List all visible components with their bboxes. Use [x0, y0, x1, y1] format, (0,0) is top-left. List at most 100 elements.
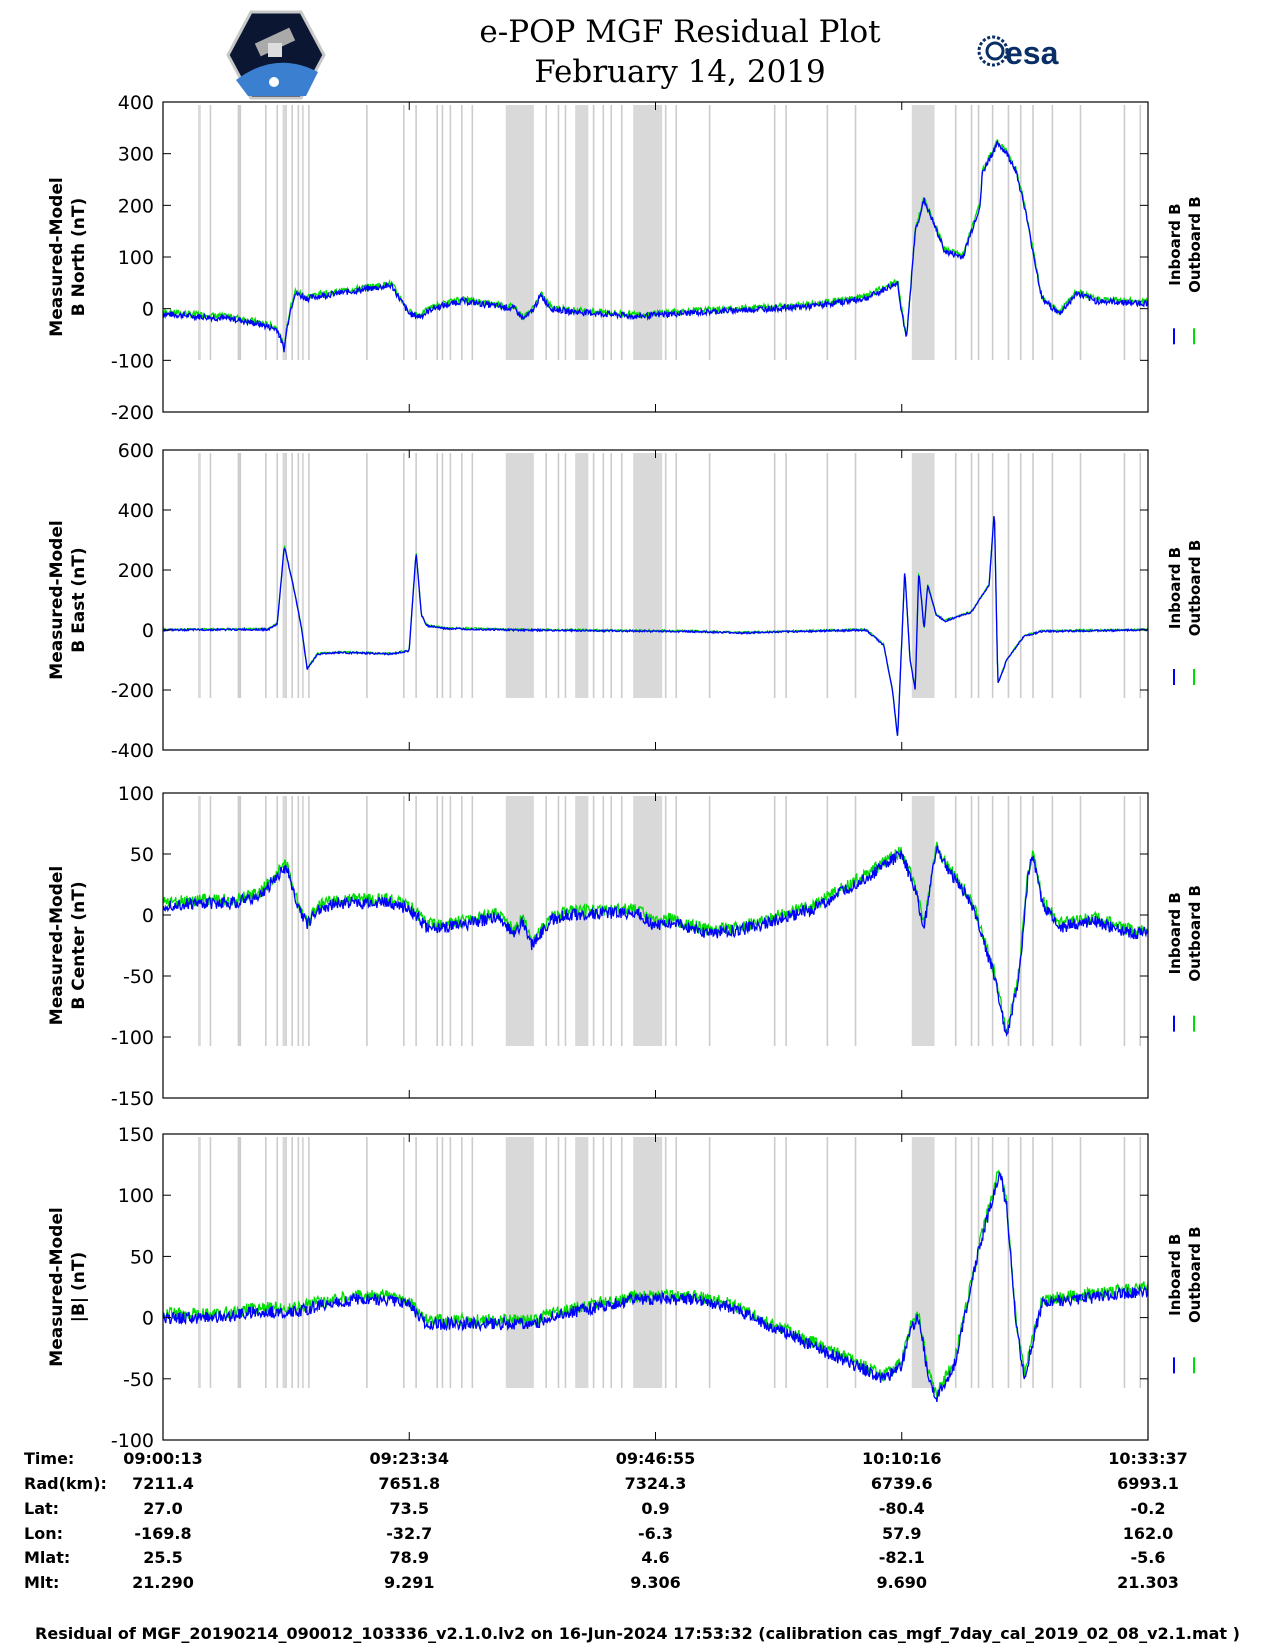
gap-band [911, 796, 935, 1046]
y-tick-label: 400 [118, 500, 154, 522]
gap-band [282, 105, 286, 360]
y-axis-label-line: |B| (nT) [69, 1252, 89, 1323]
panel-1: 400 300 200 100 0 -100 -200 Measured-Model B Nor… [47, 92, 1204, 424]
y-tick-label: -100 [111, 1430, 154, 1452]
x-tick-label: 0.9 [641, 1499, 669, 1518]
gap-band [198, 105, 201, 360]
x-tick-label: 21.303 [1117, 1573, 1179, 1592]
x-tick-label: 57.9 [882, 1524, 921, 1543]
y-axis-label: Measured-Model B East (nT) [47, 520, 89, 679]
esa-logo-text: esa [1005, 35, 1059, 71]
y-axis-label-line: Measured-Model [47, 1207, 67, 1366]
x-tick-label: 7651.8 [378, 1474, 440, 1493]
y-axis-label: Measured-Model B North (nT) [47, 177, 89, 336]
y-axis-label: Measured-Model |B| (nT) [47, 1207, 89, 1366]
legend-outboard-label: Outboard B [1186, 196, 1204, 293]
panel-3: 100 50 0 -50 -100 -150 Measured-Model B Center … [47, 783, 1204, 1110]
x-tick-label: 21.290 [132, 1573, 194, 1592]
x-tick-label: -169.8 [134, 1524, 191, 1543]
gap-band [301, 1137, 304, 1388]
y-tick-label: -400 [111, 740, 154, 762]
gap-band [575, 105, 589, 360]
x-tick-label: 6739.6 [871, 1474, 933, 1493]
y-tick-label: -50 [123, 1369, 154, 1391]
x-tick-label: 9.690 [876, 1573, 927, 1592]
gap-band [282, 796, 286, 1046]
y-tick-label: 100 [118, 247, 154, 269]
y-tick-label: 400 [118, 92, 154, 114]
gap-band [198, 453, 201, 698]
x-tick-label: 9.306 [630, 1573, 681, 1592]
gap-band [633, 453, 663, 698]
gap-band [198, 796, 201, 1046]
inboard-series-line [162, 845, 1149, 1038]
y-tick-label: 200 [118, 195, 154, 217]
x-tick-label: 09:23:34 [369, 1449, 449, 1468]
y-axis-label: Measured-Model B Center (nT) [47, 866, 89, 1025]
legend-inboard-label: Inboard B [1166, 1234, 1184, 1316]
gap-band [505, 105, 534, 360]
x-tick-label: 73.5 [390, 1499, 429, 1518]
x-tick-label: -5.6 [1131, 1548, 1166, 1567]
page-subtitle: February 14, 2019 [534, 54, 826, 90]
gap-band [911, 1137, 935, 1388]
x-tick-label: -32.7 [386, 1524, 432, 1543]
gap-band [505, 1137, 534, 1388]
gap-band [633, 1137, 663, 1388]
footer-caption: Residual of MGF_20190214_090012_103336_v… [35, 1624, 1240, 1643]
gap-band [575, 453, 589, 698]
y-axis-label-line: B North (nT) [69, 198, 89, 317]
legend-inboard-label: Inboard B [1166, 547, 1184, 629]
x-tick-label: 10:33:37 [1108, 1449, 1188, 1468]
x-tick-label: 10:10:16 [862, 1449, 942, 1468]
gap-band [505, 453, 534, 698]
gap-band [633, 105, 663, 360]
y-axis-label-line: Measured-Model [47, 866, 67, 1025]
y-axis-label-line: Measured-Model [47, 520, 67, 679]
x-tick-label: -80.4 [879, 1499, 925, 1518]
cassiope-logo [226, 10, 326, 100]
gap-band [282, 1137, 286, 1388]
ephemeris-row-label: Lon: [24, 1524, 63, 1543]
gap-band [575, 1137, 589, 1388]
ephemeris-row-label: Lat: [24, 1499, 59, 1518]
x-tick-label: 09:00:13 [123, 1449, 203, 1468]
legend-inboard-label: Inboard B [1166, 892, 1184, 974]
gap-band [575, 796, 589, 1046]
ephemeris-row-label: Mlt: [24, 1573, 59, 1592]
gap-band [911, 453, 935, 698]
panel-4: 150 100 50 0 -50 -100 Measured-Model |B| (nT) In… [47, 1124, 1204, 1452]
panel-2: 600 400 200 0 -200 -400 Measured-Model B East (… [47, 440, 1204, 762]
gap-band [198, 1137, 201, 1388]
x-tick-label: 7324.3 [625, 1474, 687, 1493]
ephemeris-row-label: Time: [24, 1449, 74, 1468]
inboard-series-line [162, 1172, 1149, 1403]
y-tick-label: 0 [142, 299, 154, 321]
legend-outboard-label: Outboard B [1186, 885, 1204, 982]
y-tick-label: -150 [111, 1088, 154, 1110]
y-tick-label: 0 [142, 1308, 154, 1330]
gap-band [301, 453, 304, 698]
legend-inboard-label: Inboard B [1166, 203, 1184, 285]
x-tick-label: 162.0 [1123, 1524, 1174, 1543]
y-tick-label: -200 [111, 680, 154, 702]
y-tick-label: 100 [118, 783, 154, 805]
x-tick-label: 6993.1 [1117, 1474, 1179, 1493]
x-tick-label: 27.0 [143, 1499, 182, 1518]
x-tick-label: 4.6 [641, 1548, 669, 1567]
x-tick-label: 78.9 [390, 1548, 429, 1567]
legend-outboard-label: Outboard B [1186, 540, 1204, 637]
y-axis-label-line: B East (nT) [69, 547, 89, 652]
gap-band [911, 105, 935, 360]
y-tick-label: -200 [111, 402, 154, 424]
y-tick-label: 200 [118, 560, 154, 582]
x-tick-label: -6.3 [638, 1524, 673, 1543]
y-tick-label: -100 [111, 1027, 154, 1049]
esa-logo: esa [977, 35, 1059, 71]
y-tick-label: 150 [118, 1124, 154, 1146]
y-axis-label-line: B Center (nT) [69, 881, 89, 1009]
y-tick-label: 300 [118, 144, 154, 166]
y-tick-label: 0 [142, 905, 154, 927]
y-tick-label: 600 [118, 440, 154, 462]
ephemeris-row-label: Rad(km): [24, 1474, 107, 1493]
